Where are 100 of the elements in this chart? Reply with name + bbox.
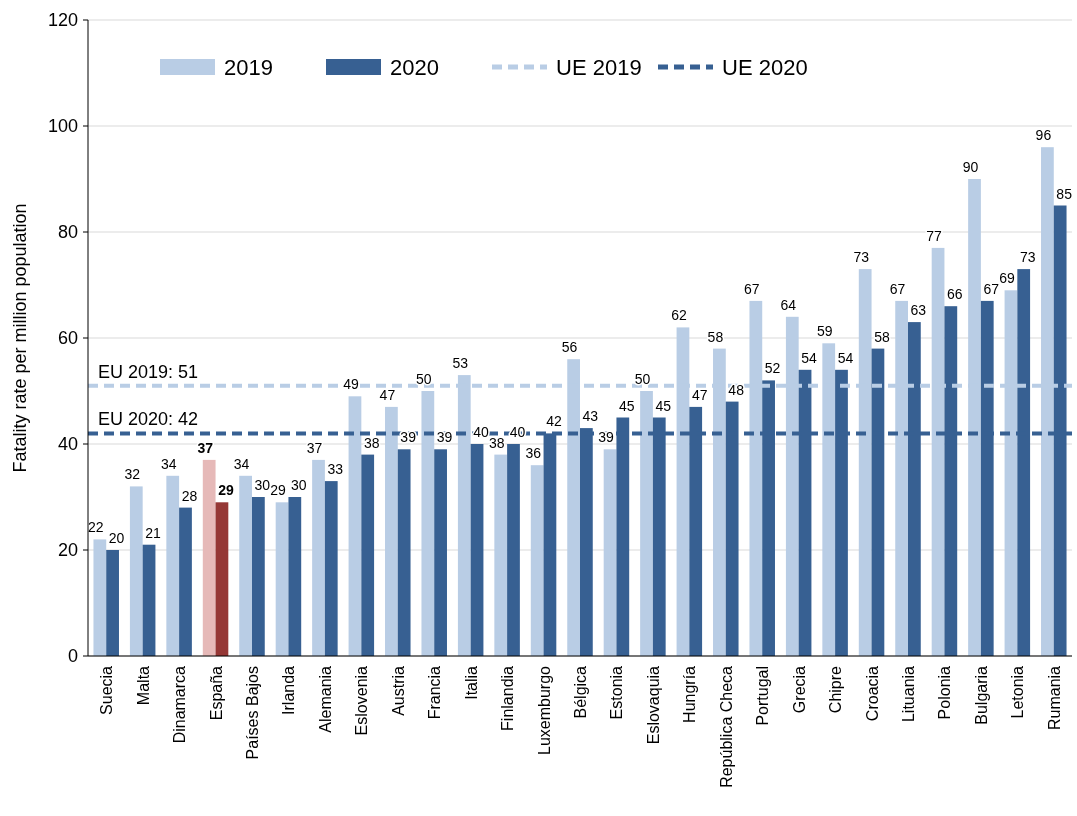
data-label: 36 — [525, 445, 542, 462]
x-tick-label: República Checa — [717, 665, 735, 788]
data-label: 67 — [744, 280, 760, 297]
annotation: EU 2020: 42 — [98, 409, 199, 430]
data-label: 66 — [947, 286, 963, 303]
data-label: 22 — [88, 519, 104, 536]
x-tick-label: Dinamarca — [171, 665, 189, 744]
x-tick-label: Eslovaquia — [644, 665, 662, 745]
bar — [507, 444, 520, 656]
y-tick-label: 60 — [57, 328, 78, 349]
y-tick-label: 100 — [47, 116, 78, 137]
bar — [640, 391, 653, 656]
bar — [93, 539, 107, 656]
data-label: 29 — [270, 482, 287, 499]
x-tick-label: Eslovenia — [353, 665, 371, 736]
y-tick-label: 80 — [57, 222, 78, 243]
x-tick-label: Portugal — [754, 666, 772, 726]
bar — [202, 459, 216, 656]
bar — [470, 444, 484, 656]
x-tick-label: Polonia — [936, 665, 954, 720]
x-tick-label: España — [207, 665, 225, 721]
data-label: 32 — [124, 466, 141, 483]
data-label: 73 — [853, 249, 870, 266]
data-label: 33 — [327, 461, 344, 478]
x-tick-label: Irlanda — [280, 665, 298, 715]
data-label: 45 — [619, 397, 635, 414]
data-label: 54 — [837, 349, 854, 366]
bar — [385, 406, 398, 656]
legend-label: UE 2019 — [556, 54, 642, 80]
legend-label: 2019 — [224, 54, 273, 80]
x-tick-label: Estonia — [608, 665, 626, 720]
y-tick-label: 20 — [57, 540, 78, 561]
data-label: 77 — [926, 227, 943, 244]
bar — [129, 486, 143, 656]
data-label: 90 — [962, 159, 979, 175]
bar — [275, 502, 289, 656]
data-label: 85 — [1056, 185, 1073, 202]
data-label: 45 — [655, 397, 672, 414]
data-label: 62 — [671, 307, 687, 324]
bar — [324, 481, 338, 656]
data-label: 50 — [634, 371, 651, 387]
bar — [252, 497, 265, 656]
data-label: 53 — [452, 355, 469, 372]
data-label: 28 — [181, 487, 198, 504]
data-label: 49 — [343, 376, 359, 393]
data-label: 38 — [363, 434, 380, 451]
bar — [239, 475, 252, 656]
data-label: 38 — [488, 434, 505, 451]
data-label: 30 — [254, 477, 271, 493]
x-tick-label: Hungría — [681, 665, 699, 723]
data-label: 64 — [780, 296, 797, 313]
bar — [494, 454, 508, 656]
bar — [312, 459, 325, 656]
x-tick-label: Finlandia — [499, 665, 517, 731]
bar — [397, 449, 411, 656]
data-label: 73 — [1019, 249, 1036, 266]
data-label: 59 — [816, 323, 833, 340]
data-label: 96 — [1035, 127, 1052, 144]
legend-label: 2020 — [390, 54, 439, 80]
data-label: 63 — [910, 302, 927, 319]
x-tick-label: Italia — [462, 665, 480, 700]
data-label: 30 — [291, 477, 307, 493]
bar — [166, 475, 180, 656]
data-label: 47 — [691, 386, 708, 403]
bar — [179, 507, 192, 656]
data-label: 58 — [874, 328, 890, 345]
x-tick-label: Bulgaria — [972, 665, 990, 725]
bar — [348, 396, 362, 656]
data-label: 56 — [561, 339, 578, 356]
x-tick-label: Suecia — [98, 665, 116, 715]
data-label: 58 — [707, 328, 724, 345]
y-tick-label: 40 — [57, 434, 78, 455]
legend-label: UE 2020 — [722, 54, 808, 80]
x-tick-label: Croacia — [863, 665, 881, 722]
x-tick-label: Austria — [389, 665, 407, 716]
x-tick-label: Países Bajos — [244, 666, 261, 760]
x-tick-label: Francia — [426, 665, 444, 720]
x-tick-label: Chipre — [827, 665, 845, 714]
bar — [288, 497, 302, 656]
data-label: 20 — [108, 530, 125, 546]
y-tick-label: 0 — [67, 646, 78, 667]
data-label: 29 — [218, 482, 234, 499]
bar — [106, 550, 119, 656]
data-label: 50 — [416, 371, 432, 387]
data-label: 43 — [582, 408, 599, 425]
x-tick-label: Alemania — [316, 665, 334, 733]
x-tick-label: Luxemburgo — [535, 665, 553, 755]
bar — [361, 454, 375, 656]
data-label: 47 — [379, 386, 396, 403]
x-tick-label: Malta — [134, 665, 152, 706]
data-label: 21 — [145, 524, 162, 541]
x-tick-label: Bélgica — [572, 665, 589, 719]
x-tick-label: Lituania — [900, 665, 917, 723]
data-label: 67 — [889, 280, 906, 297]
y-axis-title: Fatality rate per million population — [10, 203, 30, 473]
bar — [215, 502, 229, 656]
x-tick-label: Grecia — [790, 665, 808, 714]
annotation: EU 2019: 51 — [98, 361, 199, 382]
data-label: 67 — [983, 280, 1000, 297]
bar — [530, 465, 544, 656]
